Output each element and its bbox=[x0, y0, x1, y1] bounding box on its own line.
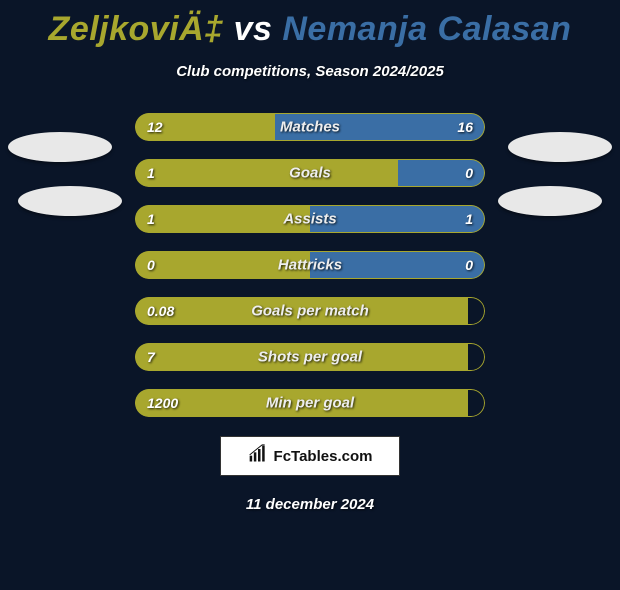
bar-chart-icon bbox=[248, 444, 268, 469]
stat-fill-left bbox=[135, 205, 310, 233]
source-badge: FcTables.com bbox=[220, 436, 400, 476]
stat-fill-left bbox=[135, 297, 468, 325]
stat-row: 10Goals bbox=[134, 158, 486, 188]
vs-text: vs bbox=[234, 10, 273, 48]
comparison-title: ZeljkoviÄ‡ vs Nemanja Calasan bbox=[0, 10, 620, 49]
stat-row: 0.08Goals per match bbox=[134, 296, 486, 326]
stat-row: 11Assists bbox=[134, 204, 486, 234]
stat-row: 7Shots per goal bbox=[134, 342, 486, 372]
stats-chart: 1216Matches 10Goals 11Assists 00Hattricks 0.… bbox=[134, 112, 486, 418]
stat-row: 1216Matches bbox=[134, 112, 486, 142]
player1-badge-bottom bbox=[18, 186, 122, 216]
stat-row: 00Hattricks bbox=[134, 250, 486, 280]
stat-fill-right bbox=[310, 205, 485, 233]
player2-name: Nemanja Calasan bbox=[282, 10, 571, 48]
stat-fill-left bbox=[135, 251, 310, 279]
player2-badge-bottom bbox=[498, 186, 602, 216]
stat-fill-left bbox=[135, 389, 468, 417]
date-text: 11 december 2024 bbox=[0, 496, 620, 513]
source-text: FcTables.com bbox=[274, 448, 373, 465]
stat-fill-right bbox=[398, 159, 486, 187]
stat-fill-left bbox=[135, 113, 275, 141]
stat-row: 1200Min per goal bbox=[134, 388, 486, 418]
stat-fill-right bbox=[275, 113, 485, 141]
player1-name: ZeljkoviÄ‡ bbox=[49, 10, 224, 48]
stat-fill-left bbox=[135, 343, 468, 371]
stat-fill-left bbox=[135, 159, 398, 187]
stat-fill-right bbox=[310, 251, 485, 279]
subtitle: Club competitions, Season 2024/2025 bbox=[0, 63, 620, 80]
player2-badge-top bbox=[508, 132, 612, 162]
player1-badge-top bbox=[8, 132, 112, 162]
